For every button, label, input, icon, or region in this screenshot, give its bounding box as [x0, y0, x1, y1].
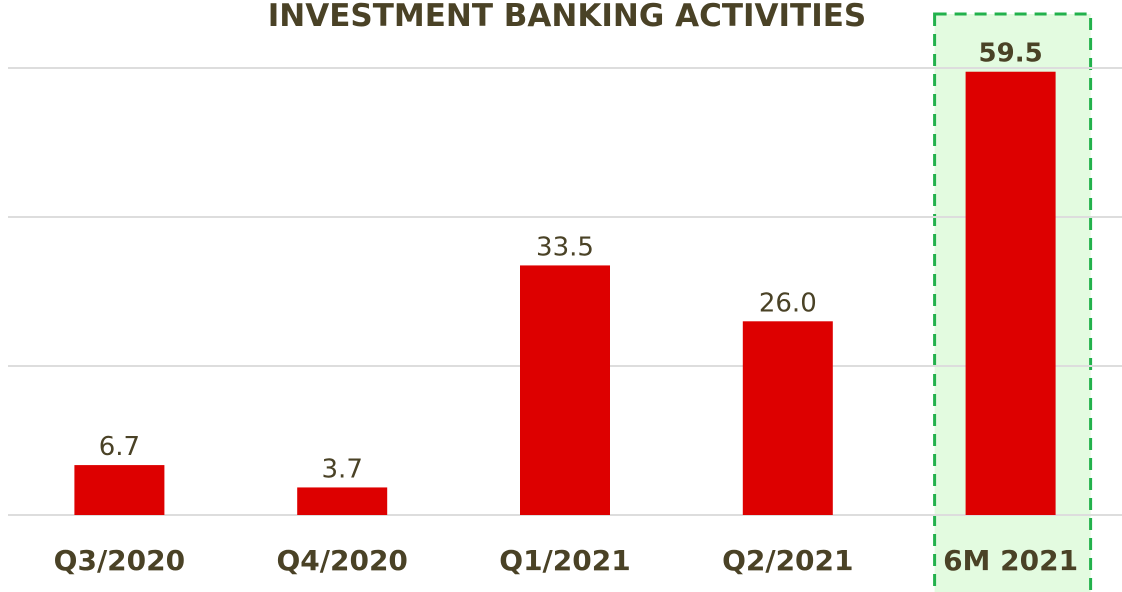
bar [742, 321, 833, 515]
chart-title: INVESTMENT BANKING ACTIVITIES [268, 0, 866, 34]
x-tick-label: Q4/2020 [276, 544, 407, 577]
x-tick-label: Q1/2021 [499, 544, 630, 577]
bar [297, 487, 388, 515]
bar [965, 71, 1056, 515]
value-label: 3.7 [322, 454, 363, 484]
x-tick-label: Q2/2021 [722, 544, 853, 577]
value-label: 26.0 [759, 288, 817, 318]
x-tick-label: 6M 2021 [943, 544, 1078, 577]
bar [520, 265, 610, 515]
x-tick-label: Q3/2020 [54, 544, 185, 577]
value-label: 33.5 [536, 232, 594, 262]
value-label: 59.5 [979, 39, 1043, 69]
value-label: 6.7 [99, 432, 140, 462]
bar [74, 465, 165, 515]
